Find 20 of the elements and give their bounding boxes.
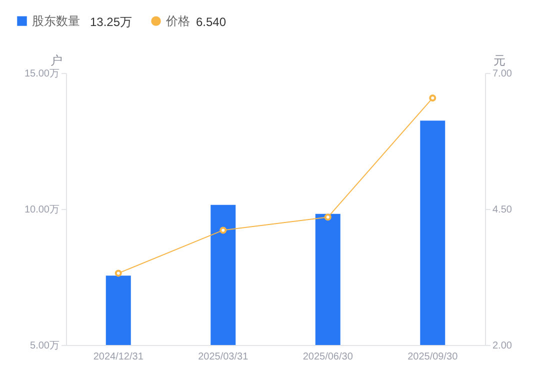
point <box>429 94 436 102</box>
y-axis-title: 户 <box>50 54 62 68</box>
legend-label: 价格 <box>165 14 190 28</box>
y2-tick-label: 4.50 <box>492 204 512 216</box>
y2-axis-title: 元 <box>494 54 506 68</box>
y-tick-label: 15.00万 <box>24 68 60 80</box>
legend-label: 股东数量 <box>32 14 80 28</box>
text: 6.540 <box>196 15 226 29</box>
text: 13.25万 <box>90 15 132 29</box>
y2-tick-label: 2.00 <box>492 340 512 352</box>
x-tick-label: 2025/09/30 <box>408 352 458 362</box>
x-tick-label: 2025/03/31 <box>198 352 249 362</box>
point <box>220 226 227 234</box>
x-tick-label: 2024/12/31 <box>93 352 144 362</box>
y-tick-label: 10.00万 <box>24 204 60 216</box>
y-tick-label: 5.00万 <box>30 340 60 352</box>
point <box>324 214 332 221</box>
y2-tick-label: 7.00 <box>492 68 512 80</box>
point <box>114 270 122 277</box>
x-tick-label: 2025/06/30 <box>302 352 354 362</box>
